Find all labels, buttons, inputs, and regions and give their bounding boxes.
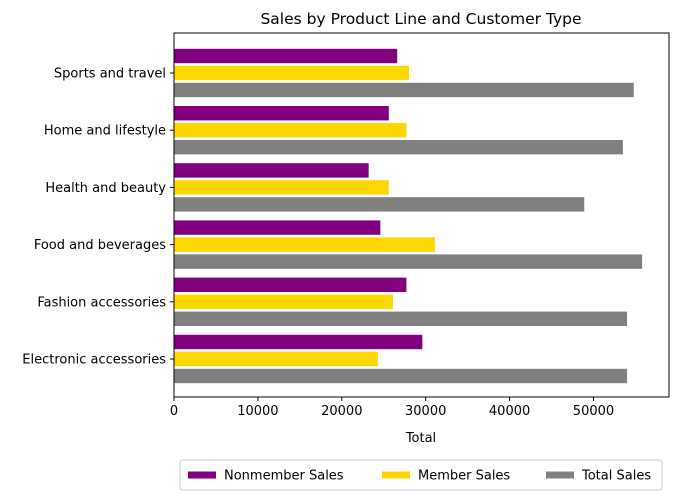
y-tick-label: Electronic accessories (22, 353, 166, 368)
bar-member-sales-5 (174, 65, 409, 81)
chart-title: Sales by Product Line and Customer Type (260, 10, 581, 28)
bar-nonmember-sales-0 (174, 334, 423, 350)
plot-area: Electronic accessories Fashion accessorie… (22, 32, 670, 419)
legend-swatch-total-sales (546, 471, 574, 479)
legend: Nonmember Sales Member Sales Total Sales (179, 459, 663, 491)
bar-total-sales-3 (174, 197, 585, 212)
y-tick-label: Food and beverages (34, 238, 166, 253)
bar-nonmember-sales-4 (174, 106, 389, 121)
bar-total-sales-5 (174, 82, 634, 98)
legend-swatch-nonmember-sales (188, 471, 216, 479)
x-tick-label: 20000 (321, 404, 362, 419)
y-tick-label: Health and beauty (45, 181, 166, 196)
x-tick-label: 10000 (237, 404, 278, 419)
bar-total-sales-2 (174, 254, 643, 269)
legend-swatch-member-sales (382, 471, 410, 479)
x-axis-label: Total (405, 431, 436, 446)
y-tick-label: Home and lifestyle (44, 124, 166, 139)
bar-total-sales-4 (174, 140, 623, 155)
bar-total-sales-1 (174, 311, 628, 326)
y-tick-label: Fashion accessories (37, 295, 166, 310)
bar-member-sales-3 (174, 180, 389, 195)
bar-nonmember-sales-1 (174, 277, 407, 292)
x-tick-label: 0 (170, 404, 178, 419)
legend-label-total-sales: Total Sales (581, 469, 651, 484)
bar-nonmember-sales-2 (174, 220, 381, 235)
bar-member-sales-0 (174, 351, 378, 367)
legend-box (179, 459, 663, 491)
bar-nonmember-sales-3 (174, 163, 369, 178)
x-tick-label: 30000 (405, 404, 446, 419)
bar-member-sales-1 (174, 294, 393, 309)
bar-total-sales-0 (174, 368, 628, 384)
x-tick-label: 40000 (489, 404, 530, 419)
y-tick-label: Sports and travel (54, 67, 166, 82)
legend-label-nonmember-sales: Nonmember Sales (224, 469, 344, 484)
legend-label-member-sales: Member Sales (418, 469, 510, 484)
plot-frame (173, 32, 670, 398)
bar-member-sales-4 (174, 123, 407, 138)
bar-nonmember-sales-5 (174, 48, 398, 64)
bar-member-sales-2 (174, 237, 435, 252)
x-tick-label: 50000 (573, 404, 614, 419)
